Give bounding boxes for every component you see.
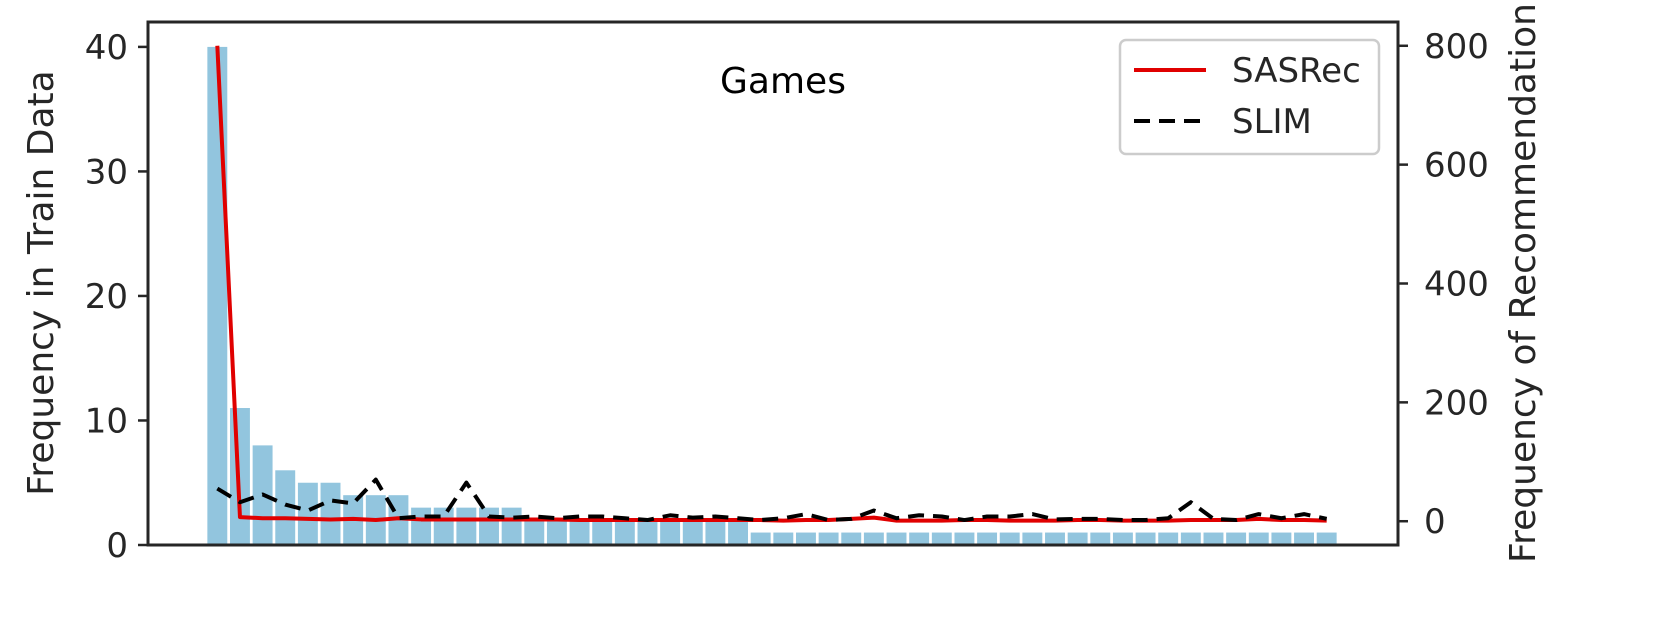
- bar: [524, 520, 545, 545]
- y2-tick-label: 600: [1424, 146, 1489, 186]
- bar: [1203, 532, 1224, 545]
- bar: [275, 470, 296, 545]
- y-tick-label: 40: [85, 28, 128, 68]
- bar: [931, 532, 952, 545]
- bar: [569, 520, 590, 545]
- bar: [1294, 532, 1314, 545]
- y2-axis-label: Frequency of Recommendation: [1503, 3, 1544, 563]
- bar: [1090, 532, 1111, 545]
- bar: [1316, 532, 1337, 545]
- bar: [796, 532, 816, 545]
- bar: [411, 507, 432, 545]
- bar: [207, 46, 228, 546]
- bar: [999, 532, 1020, 545]
- bar: [728, 520, 748, 545]
- bar: [501, 507, 522, 545]
- left-axis: 0 10 20 30 40: [85, 28, 148, 566]
- bar: [479, 507, 499, 545]
- bar: [637, 520, 658, 545]
- bar: [456, 507, 477, 545]
- bar: [297, 482, 318, 545]
- bar: [1271, 532, 1292, 545]
- y2-tick-label: 0: [1424, 502, 1446, 542]
- bar: [1226, 532, 1247, 545]
- bar: [909, 532, 930, 545]
- bar: [1112, 532, 1133, 545]
- bar: [750, 532, 771, 545]
- y-tick-label: 20: [85, 277, 128, 317]
- bar: [863, 532, 884, 545]
- y-tick-label: 0: [106, 526, 128, 566]
- bar: [818, 532, 839, 545]
- legend-label-slim: SLIM: [1232, 102, 1312, 142]
- right-axis: 0 200 400 600 800: [1398, 27, 1489, 542]
- bar: [320, 482, 341, 545]
- bar: [841, 532, 862, 545]
- y-tick-label: 30: [85, 152, 128, 192]
- y-tick-label: 10: [85, 401, 128, 441]
- bar: [1248, 532, 1269, 545]
- bar: [954, 532, 975, 545]
- bar: [614, 520, 635, 545]
- bar: [1045, 532, 1065, 545]
- bar: [977, 532, 998, 545]
- legend: SASRec SLIM: [1118, 38, 1381, 156]
- y2-tick-label: 200: [1424, 383, 1489, 423]
- series-line-slim: [216, 477, 1328, 523]
- bar: [433, 507, 454, 545]
- bar: [1022, 532, 1043, 545]
- bar: [1135, 532, 1156, 545]
- bar: [1067, 532, 1088, 545]
- bar: [705, 520, 726, 545]
- y2-tick-label: 800: [1424, 27, 1489, 67]
- y2-tick-label: 400: [1424, 265, 1489, 305]
- y-axis-label: Frequency in Train Data: [21, 70, 62, 495]
- bar: [773, 532, 794, 545]
- bar: [682, 520, 703, 545]
- bar: [546, 520, 567, 545]
- bar: [1180, 532, 1201, 545]
- legend-label-sasrec: SASRec: [1232, 51, 1361, 91]
- chart-title: Games: [720, 61, 846, 102]
- bar: [886, 532, 907, 545]
- bar: [592, 520, 613, 545]
- bar: [660, 520, 681, 545]
- bar: [1158, 532, 1179, 545]
- lines-layer: [215, 45, 1328, 523]
